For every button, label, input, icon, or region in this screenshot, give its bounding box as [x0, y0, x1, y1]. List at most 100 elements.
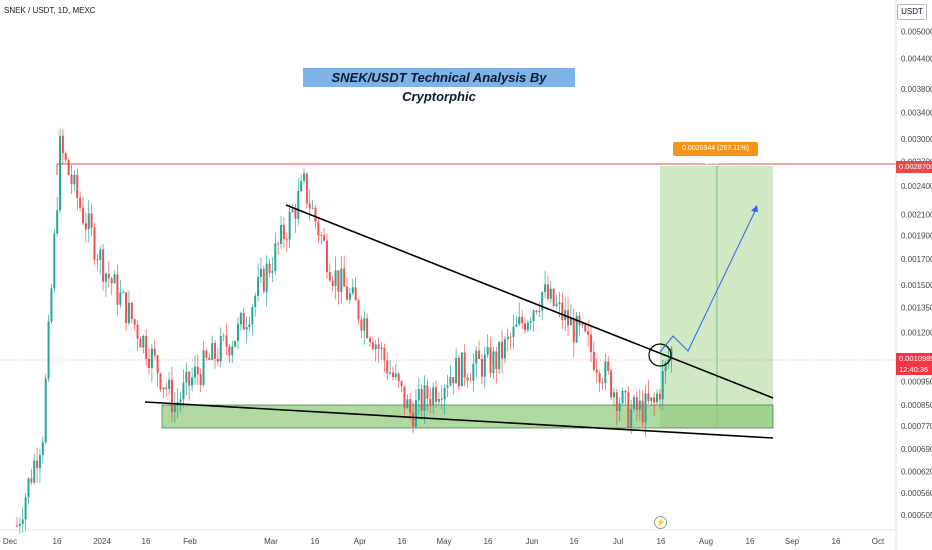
candle-body — [280, 225, 283, 244]
candle-body — [311, 207, 314, 209]
candle-body — [170, 379, 173, 413]
candle-body — [239, 313, 242, 325]
candle-body — [383, 347, 386, 361]
x-tick-label: 16 — [53, 537, 62, 546]
candle-body — [199, 374, 202, 386]
candle-body — [36, 460, 39, 469]
candle-body — [374, 344, 377, 350]
y-tick-label: 0.0030000 — [901, 135, 932, 144]
x-tick-label: 16 — [746, 537, 755, 546]
candle-body — [386, 360, 389, 374]
candle-body — [615, 392, 618, 412]
candle-body — [452, 377, 455, 384]
candle-body — [552, 288, 555, 307]
candle-body — [641, 400, 644, 423]
candle-body — [435, 387, 438, 402]
candle-body — [357, 300, 360, 320]
x-tick-label: Mar — [264, 537, 278, 546]
candle-body — [288, 211, 291, 240]
candle-body — [79, 197, 82, 208]
candle-body — [291, 209, 294, 212]
candle-body — [463, 352, 466, 378]
y-tick-label: 0.0021000 — [901, 210, 932, 219]
candle-body — [185, 371, 188, 383]
candle-body — [635, 397, 638, 410]
candle-body — [340, 268, 343, 292]
projection-path — [659, 206, 758, 353]
candle-body — [251, 307, 254, 325]
currency-button[interactable]: USDT — [897, 4, 927, 20]
candle-body — [18, 523, 21, 526]
candle-body — [50, 288, 53, 322]
candle-body — [59, 135, 62, 211]
candle-body — [21, 519, 24, 524]
candle-body — [446, 385, 449, 388]
candle-body — [113, 274, 116, 284]
candle-body — [337, 270, 340, 292]
candle-body — [294, 209, 297, 219]
candle-body — [133, 319, 136, 325]
candle-body — [492, 351, 495, 374]
candle-body — [535, 310, 538, 313]
candle-body — [257, 276, 260, 296]
lightning-icon[interactable]: ⚡ — [654, 516, 667, 529]
candle-body — [391, 372, 394, 378]
candle-body — [119, 292, 122, 305]
candle-body — [277, 243, 280, 245]
x-tick-label: Apr — [354, 537, 367, 546]
candle-body — [271, 270, 274, 273]
candle-body — [248, 324, 251, 327]
candle-body — [569, 318, 572, 326]
candle-body — [193, 366, 196, 378]
candle-body — [73, 174, 76, 185]
target-tooltip: 0.0020944 (267.11%) 20,944 — [673, 142, 758, 166]
candle-body — [633, 397, 636, 410]
candle-body — [567, 310, 570, 326]
candle-body — [360, 319, 363, 331]
y-tick-label: 0.0008500 — [901, 401, 932, 410]
candle-body — [598, 373, 601, 383]
candle-body — [581, 324, 584, 326]
candle-body — [592, 351, 595, 370]
y-tick-label: 0.0024000 — [901, 182, 932, 191]
candle-body — [414, 400, 417, 427]
candle-body — [480, 359, 483, 377]
candle-body — [624, 390, 627, 393]
candle-body — [584, 324, 587, 332]
y-tick-label: 0.0019000 — [901, 231, 932, 240]
candle-body — [228, 346, 231, 356]
candle-body — [202, 350, 205, 386]
candle-body — [354, 287, 357, 301]
candle-body — [521, 316, 524, 324]
candle-body — [529, 320, 532, 323]
candle-body — [236, 324, 239, 341]
candle-body — [509, 336, 512, 338]
candle-body — [630, 409, 633, 428]
y-tick-label: 0.0034000 — [901, 109, 932, 118]
candle-body — [136, 324, 139, 339]
candle-body — [325, 240, 328, 273]
x-tick-label: Sep — [785, 537, 800, 546]
candle-body — [191, 377, 194, 386]
y-tick-label: 0.0005600 — [901, 489, 932, 498]
candle-body — [320, 235, 323, 236]
candle-body — [148, 359, 151, 368]
candle-body — [607, 361, 610, 371]
candle-body — [297, 191, 300, 219]
candle-body — [397, 373, 400, 382]
candle-body — [173, 405, 176, 413]
candle-body — [647, 393, 650, 401]
candle-body — [214, 342, 217, 359]
candle-body — [604, 361, 607, 384]
x-tick-label: Jun — [526, 537, 539, 546]
candle-body — [572, 318, 575, 343]
y-tick-label: 0.0006200 — [901, 468, 932, 477]
current-price-value: 0.0010985 — [899, 354, 932, 363]
candle-body — [84, 223, 87, 230]
x-tick-label: May — [436, 537, 451, 546]
candle-body — [351, 287, 354, 294]
candle-body — [90, 213, 93, 228]
candle-body — [498, 341, 501, 370]
candle-body — [70, 174, 73, 185]
